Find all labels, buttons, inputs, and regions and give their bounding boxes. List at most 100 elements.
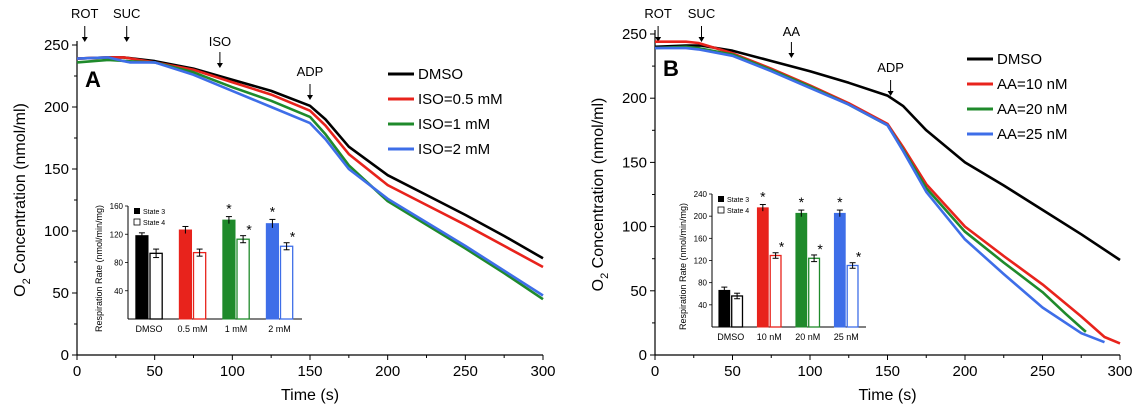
annotation-label: AA	[783, 24, 801, 39]
inset-category-label: DMSO	[717, 332, 744, 342]
y-tick-label: 200	[44, 99, 69, 116]
y-axis-label-sub: 2	[21, 278, 33, 284]
x-tick-label: 200	[375, 363, 400, 380]
inset-y-axis-label: Respiration Rate (nmol/min/mg)	[678, 203, 688, 330]
annotation-arrow-head	[788, 53, 795, 58]
annotation-aa: AA	[783, 24, 801, 58]
y-axis-label: O2 Concentration (nmol/ml)	[590, 98, 611, 292]
inset-legend-swatch-open	[717, 206, 725, 214]
inset-significance-star: *	[837, 194, 843, 210]
y-tick-label: 50	[630, 283, 647, 300]
inset-significance-star: *	[290, 229, 296, 245]
annotation-arrow-head	[655, 37, 662, 42]
inset-bar-state3	[178, 229, 193, 320]
inset-significance-star: *	[779, 239, 785, 255]
legend-label: AA=20 nM	[997, 101, 1067, 118]
inset-category-label: DMSO	[136, 324, 163, 334]
inset-y-tick-label: 240	[694, 190, 708, 199]
x-tick-label: 0	[651, 363, 659, 380]
legend-label: AA=25 nM	[997, 126, 1067, 143]
inset-bar-state4	[149, 252, 163, 320]
inset-significance-star: *	[799, 194, 805, 210]
annotation-label: ISO	[209, 34, 231, 49]
annotation-adp: ADP	[877, 60, 904, 96]
inset-y-tick-label: 80	[114, 259, 123, 268]
annotation-arrow-head	[307, 95, 313, 100]
inset-significance-star: *	[817, 241, 823, 257]
y-tick-label: 150	[622, 154, 647, 171]
inset-significance-star: *	[760, 189, 766, 205]
inset-bar-state3	[718, 289, 731, 328]
y-tick-label: 0	[61, 347, 69, 364]
inset-y-tick-label: 120	[694, 257, 708, 266]
y-axis-label-rest: Concentration (nmol/ml)	[590, 98, 607, 273]
annotation-arrow-head	[887, 91, 894, 96]
inset-significance-star: *	[226, 201, 232, 217]
inset-legend-label: State 4	[727, 208, 749, 215]
inset-legend-label: State 3	[727, 197, 749, 204]
series-line	[76, 56, 544, 269]
inset-bar-state4	[192, 251, 207, 320]
annotation-iso: ISO	[209, 34, 231, 68]
legend-label: AA=10 nM	[997, 76, 1067, 93]
inset-category-label: 10 nM	[757, 332, 782, 342]
y-axis-label: O2 Concentration (nmol/ml)	[12, 103, 33, 297]
y-axis-label-sub: 2	[599, 273, 611, 279]
legend-label: ISO=2 mM	[418, 141, 490, 158]
y-tick-label: 150	[44, 161, 69, 178]
inset-legend: State 3 State 4	[133, 208, 165, 227]
legend-label: ISO=1 mM	[418, 116, 490, 133]
inset-legend-label: State 3	[143, 209, 165, 216]
inset-bar-chart: 40 80 120 160 Respiration Rate (nmol/min/mg)…	[94, 201, 302, 334]
series-line	[655, 46, 1105, 344]
annotation-rot: ROT	[71, 6, 99, 42]
x-tick-label: 100	[797, 363, 822, 380]
x-axis-label: Time (s)	[281, 387, 339, 404]
inset-bar-state4	[808, 257, 821, 328]
inset-y-tick-label: 80	[698, 279, 707, 288]
legend: DMSO ISO=0.5 mM ISO=1 mM ISO=2 mM	[388, 66, 503, 158]
inset-y-tick-label: 40	[114, 287, 123, 296]
inset-bar-state4	[236, 238, 250, 320]
annotation-rot: ROT	[644, 6, 672, 42]
inset-y-tick-label: 120	[110, 230, 124, 239]
inset-y-axis-label: Respiration Rate (nmol/min/mg)	[94, 205, 104, 332]
x-tick-label: 250	[453, 363, 478, 380]
annotation-label: ADP	[297, 64, 324, 79]
inset-bar-state4	[769, 254, 782, 328]
inset-category-label: 0.5 mM	[178, 324, 208, 334]
y-axis-label-rest: Concentration (nmol/ml)	[12, 103, 29, 278]
legend: DMSO AA=10 nM AA=20 nM AA=25 nM	[967, 51, 1067, 143]
legend-label: DMSO	[418, 66, 463, 83]
annotation-arrow-head	[698, 37, 705, 42]
annotation-arrow-head	[81, 37, 88, 42]
inset-significance-star: *	[270, 203, 276, 219]
series-line	[76, 56, 544, 297]
x-tick-label: 50	[146, 363, 163, 380]
x-tick-label: 300	[1107, 363, 1132, 380]
x-tick-label: 100	[220, 363, 245, 380]
y-axis-label-o: O	[590, 279, 607, 291]
inset-legend-swatch-open	[133, 218, 141, 226]
x-tick-label: 300	[530, 363, 555, 380]
inset-bar-state3	[756, 207, 769, 328]
x-tick-label: 150	[297, 363, 322, 380]
panel-label: A	[85, 67, 101, 92]
x-tick-label: 200	[952, 363, 977, 380]
annotation-label: ROT	[644, 6, 672, 21]
inset-bar-chart: 40 80 120 160 200 240 Respiration Rate (nmol/m…	[678, 189, 866, 342]
y-axis-label-o: O	[12, 284, 29, 296]
y-tick-label: 100	[44, 223, 69, 240]
annotation-suc: SUC	[688, 6, 715, 42]
inset-bar-state4	[279, 245, 294, 320]
y-tick-label: 200	[622, 90, 647, 107]
inset-significance-star: *	[856, 249, 862, 265]
y-tick-label: 0	[639, 347, 647, 364]
annotation-adp: ADP	[297, 64, 324, 100]
x-axis-label: Time (s)	[858, 387, 916, 404]
inset-category-label: 25 nM	[834, 332, 859, 342]
inset-legend: State 3 State 4	[717, 196, 749, 215]
annotation-arrow-head	[216, 63, 223, 68]
